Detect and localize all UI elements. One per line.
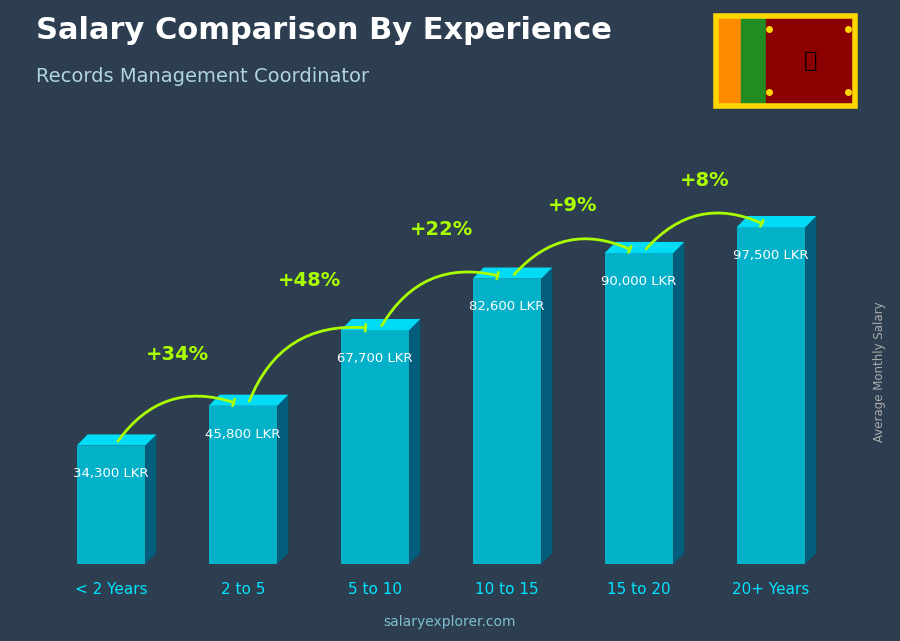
Polygon shape [145,435,157,564]
Polygon shape [209,395,288,406]
Polygon shape [737,216,816,227]
Polygon shape [76,445,145,564]
Polygon shape [673,242,684,564]
Bar [766,16,855,106]
Text: 2 to 5: 2 to 5 [220,582,266,597]
Text: 97,500 LKR: 97,500 LKR [734,249,809,262]
Text: +48%: +48% [277,271,340,290]
Text: +9%: +9% [548,196,598,215]
Text: Salary Comparison By Experience: Salary Comparison By Experience [36,16,612,45]
Polygon shape [472,279,541,564]
Polygon shape [341,319,420,330]
Text: Average Monthly Salary: Average Monthly Salary [874,301,886,442]
Polygon shape [209,406,277,564]
Text: < 2 Years: < 2 Years [75,582,148,597]
Polygon shape [541,267,553,564]
Bar [741,16,766,106]
Text: 45,800 LKR: 45,800 LKR [205,428,281,440]
Text: 🦁: 🦁 [804,51,817,71]
Text: 82,600 LKR: 82,600 LKR [469,301,544,313]
Polygon shape [277,395,288,564]
Polygon shape [605,242,684,253]
Text: 10 to 15: 10 to 15 [475,582,539,597]
Text: 90,000 LKR: 90,000 LKR [601,275,677,288]
Polygon shape [472,267,553,279]
Polygon shape [737,227,806,564]
Polygon shape [341,330,410,564]
Polygon shape [605,253,673,564]
Polygon shape [410,319,420,564]
Text: 5 to 10: 5 to 10 [348,582,402,597]
Text: 34,300 LKR: 34,300 LKR [73,467,148,480]
Bar [716,16,741,106]
Text: salaryexplorer.com: salaryexplorer.com [383,615,517,629]
Text: +22%: +22% [410,221,472,239]
Text: +8%: +8% [680,171,730,190]
Polygon shape [806,216,816,564]
Text: 67,700 LKR: 67,700 LKR [338,352,413,365]
Text: +34%: +34% [146,345,209,364]
Polygon shape [76,435,157,445]
Text: 20+ Years: 20+ Years [733,582,810,597]
Text: 15 to 20: 15 to 20 [608,582,670,597]
Text: Records Management Coordinator: Records Management Coordinator [36,67,369,87]
